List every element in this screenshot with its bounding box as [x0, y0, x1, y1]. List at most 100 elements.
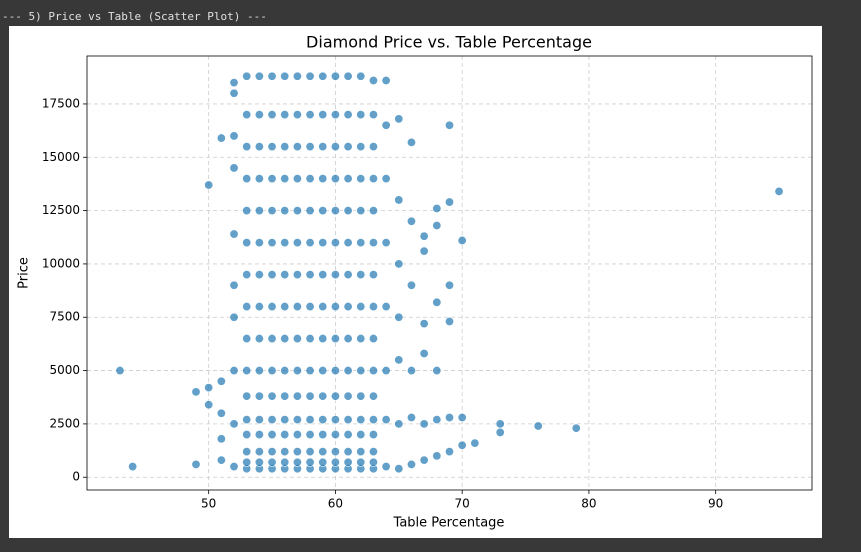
point	[280, 430, 290, 440]
point	[242, 238, 252, 248]
point	[457, 412, 467, 422]
point	[242, 71, 252, 81]
y-tick-label: 10000	[42, 256, 80, 270]
point	[242, 430, 252, 440]
point	[254, 457, 264, 467]
point	[457, 235, 467, 245]
x-tick-label: 60	[328, 497, 343, 511]
point	[254, 238, 264, 248]
point	[356, 71, 366, 81]
point	[343, 142, 353, 152]
point	[305, 366, 315, 376]
point	[305, 174, 315, 184]
point	[406, 366, 416, 376]
y-tick-label: 2500	[49, 416, 80, 430]
point	[368, 238, 378, 248]
point	[292, 447, 302, 457]
point	[318, 430, 328, 440]
point	[356, 430, 366, 440]
point	[292, 415, 302, 425]
point	[267, 430, 277, 440]
point	[254, 366, 264, 376]
point	[216, 133, 226, 143]
point	[330, 457, 340, 467]
point	[292, 71, 302, 81]
point	[368, 270, 378, 280]
point	[318, 238, 328, 248]
point	[318, 71, 328, 81]
point	[267, 110, 277, 120]
y-tick-label: 17500	[42, 96, 80, 110]
point	[318, 206, 328, 216]
point	[432, 297, 442, 307]
point	[330, 206, 340, 216]
point	[280, 206, 290, 216]
point	[305, 415, 315, 425]
point	[343, 457, 353, 467]
point	[318, 174, 328, 184]
point	[305, 447, 315, 457]
point	[254, 430, 264, 440]
point	[571, 423, 581, 433]
point	[242, 174, 252, 184]
point	[330, 238, 340, 248]
point	[343, 174, 353, 184]
point	[495, 427, 505, 437]
point	[267, 238, 277, 248]
x-tick-label: 80	[581, 497, 596, 511]
point	[216, 455, 226, 465]
point	[292, 334, 302, 344]
point	[419, 231, 429, 241]
point	[368, 110, 378, 120]
point	[305, 334, 315, 344]
cell-header: --- 5) Price vs Table (Scatter Plot) ---	[2, 10, 267, 23]
point	[368, 174, 378, 184]
x-axis-label: Table Percentage	[393, 516, 505, 531]
point	[419, 246, 429, 256]
point	[394, 464, 404, 474]
point	[267, 366, 277, 376]
point	[419, 419, 429, 429]
point	[204, 180, 214, 190]
point	[292, 302, 302, 312]
y-tick-label: 12500	[42, 203, 80, 217]
point	[356, 447, 366, 457]
point	[343, 430, 353, 440]
point	[356, 415, 366, 425]
point	[368, 334, 378, 344]
point	[229, 419, 239, 429]
point	[267, 206, 277, 216]
point	[394, 259, 404, 269]
point	[330, 366, 340, 376]
point	[356, 206, 366, 216]
point	[394, 355, 404, 365]
point	[280, 457, 290, 467]
point	[242, 334, 252, 344]
point	[305, 457, 315, 467]
point	[330, 71, 340, 81]
point	[343, 270, 353, 280]
point	[216, 408, 226, 418]
point	[280, 366, 290, 376]
point	[280, 110, 290, 120]
point	[406, 412, 416, 422]
point	[242, 366, 252, 376]
point	[368, 415, 378, 425]
point	[419, 349, 429, 359]
point	[280, 334, 290, 344]
point	[267, 142, 277, 152]
point	[432, 221, 442, 231]
point	[343, 110, 353, 120]
point	[292, 391, 302, 401]
point	[381, 366, 391, 376]
y-tick-label: 7500	[49, 310, 80, 324]
point	[305, 270, 315, 280]
point	[242, 447, 252, 457]
point	[229, 78, 239, 88]
point	[242, 415, 252, 425]
point	[444, 412, 454, 422]
point	[267, 391, 277, 401]
point	[305, 71, 315, 81]
point	[254, 302, 264, 312]
